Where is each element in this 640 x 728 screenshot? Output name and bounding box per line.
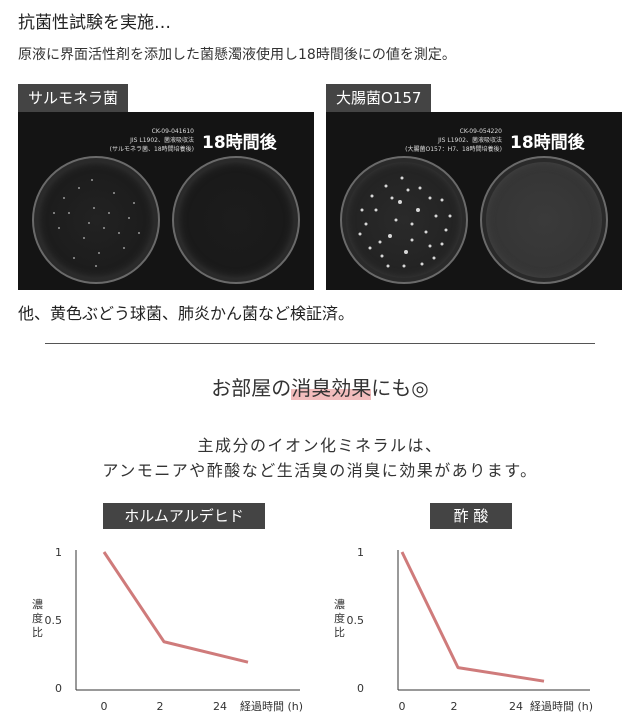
section-title-highlight: 消臭効果 [291, 376, 372, 400]
photo-code: CK-09-054220 [459, 128, 502, 135]
test-description: 原液に界面活性剤を添加した菌懸濁液使用し18時間後にの値を測定。 [18, 47, 456, 63]
series-line [400, 551, 545, 683]
x-tick-label: 2 [157, 700, 164, 713]
y-axis-label: 比 [32, 626, 43, 639]
divider [45, 343, 595, 344]
other-bacteria-text: 他、黄色ぶどう球菌、肺炎かん菌など検証済。 [18, 304, 355, 323]
o157-photo: CK-09-054220 JIS L1902、菌液吸収法 (大腸菌O157：H7… [326, 112, 622, 290]
petri-dish-control [340, 156, 468, 284]
colony-dots [53, 179, 140, 267]
acetic-acid-chart: 1 0.5 0 濃度比 0 2 24 経過時間 (h) [334, 546, 593, 713]
y-axis-label: 比 [334, 626, 345, 639]
y-tick-label: 0.5 [45, 614, 63, 627]
photo-code: CK-09-041610 [151, 128, 194, 135]
formaldehyde-chart: 1 0.5 0 濃度比 0 2 24 経過時間 (h) [32, 546, 303, 713]
petri-dish-treated [172, 156, 300, 284]
y-tick-label: 0 [55, 682, 62, 695]
y-axis-label: 濃 [334, 597, 345, 611]
x-tick-label: 2 [451, 700, 458, 713]
x-tick-label: 0 [101, 700, 108, 713]
y-tick-label: 1 [55, 546, 62, 559]
series-line [102, 551, 249, 664]
photo-note: (大腸菌O157：H7、18時間培養後) [405, 146, 502, 153]
photo-method: JIS L1902、菌液吸収法 [438, 137, 502, 144]
petri-dish-treated [480, 156, 608, 284]
x-axis-label: 経過時間 (h) [240, 700, 303, 713]
y-tick-label: 1 [357, 546, 364, 559]
lead-line-2: アンモニアや酢酸など生活臭の消臭に効果があります。 [102, 461, 538, 480]
section-title: お部屋の消臭効果にも◎ [211, 376, 429, 400]
lead-line-1: 主成分のイオン化ミネラルは、 [197, 436, 443, 455]
o157-label: 大腸菌O157 [326, 84, 432, 112]
y-axis-label: 度 [334, 611, 345, 625]
salmonella-label: サルモネラ菌 [18, 84, 129, 112]
photo-time: 18時間後 [202, 133, 277, 153]
photo-time: 18時間後 [510, 133, 585, 153]
photo-method: JIS L1902、菌液吸収法 [130, 137, 194, 144]
salmonella-photo: CK-09-041610 JIS L1902、菌液吸収法 (サルモネラ菌、18時… [18, 112, 314, 290]
x-tick-label: 24 [213, 700, 227, 713]
y-tick-label: 0 [357, 682, 364, 695]
photo-note: (サルモネラ菌、18時間培養後) [109, 146, 194, 153]
page-heading: 抗菌性試験を実施… [18, 13, 171, 33]
x-tick-label: 0 [399, 700, 406, 713]
y-axis-label: 濃 [32, 597, 43, 611]
chart-title-formaldehyde: ホルムアルデヒド [103, 503, 265, 529]
y-tick-label: 0.5 [347, 614, 365, 627]
x-axis-label: 経過時間 (h) [530, 700, 593, 713]
colony-dots [358, 176, 452, 268]
chart-title-acetic-acid: 酢 酸 [430, 503, 512, 529]
petri-dish-control [32, 156, 160, 284]
x-tick-label: 24 [509, 700, 523, 713]
y-axis-label: 度 [32, 611, 43, 625]
